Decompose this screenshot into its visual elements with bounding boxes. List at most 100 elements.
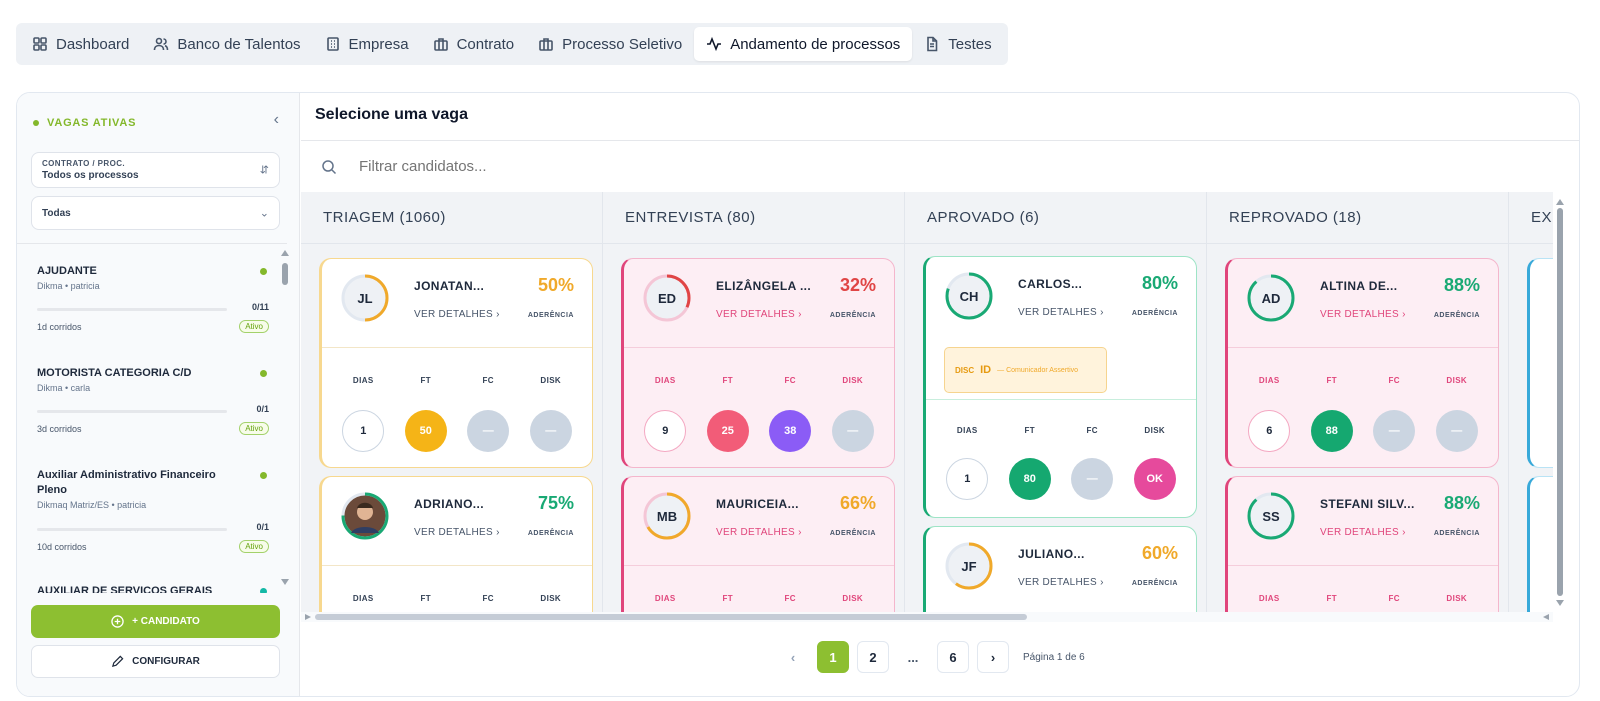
candidate-card[interactable]: CH CARLOS... VER DETALHES › 80% ADERÊNCI… [923, 256, 1197, 518]
page-info: Página 1 de 6 [1023, 651, 1085, 663]
view-details-link[interactable]: VER DETALHES › [1320, 309, 1406, 320]
board-horizontal-scrollbar[interactable] [301, 612, 1553, 622]
search-input[interactable] [359, 158, 959, 175]
sidebar-title: VAGAS ATIVAS [47, 117, 137, 129]
contract-filter-select[interactable]: CONTRATO / PROC. Todos os processos ⇵ [31, 152, 280, 188]
chevron-updown-icon: ⇵ [259, 164, 269, 177]
vaga-days: 3d corridos [37, 424, 82, 434]
candidate-card[interactable]: MB MAURICEIA... VER DETALHES › 66% ADERÊ… [621, 476, 895, 612]
board-vertical-scrollbar[interactable] [1555, 192, 1565, 612]
page-button[interactable]: 2 [857, 641, 889, 673]
candidate-initials: ED [657, 290, 677, 306]
metric-label: FT [1326, 376, 1338, 385]
disc-text: — Comunicador Assertivo [997, 366, 1079, 374]
collapse-sidebar-button[interactable]: ‹ [274, 111, 279, 129]
avatar [340, 491, 390, 541]
chevron-left-icon: ‹ [790, 649, 796, 665]
contract-filter-label: CONTRATO / PROC. [42, 159, 125, 168]
sidebar-scrollbar[interactable] [280, 243, 290, 593]
candidate-card[interactable] [1527, 258, 1553, 468]
adherence-percent: 32% [839, 275, 876, 295]
tab-dashboard[interactable]: Dashboard [20, 27, 141, 61]
status-badge: Ativo [239, 422, 269, 435]
candidate-card[interactable]: ED ELIZÂNGELA ... VER DETALHES › 32% ADE… [621, 258, 895, 468]
column-entrevista: ENTREVISTA (80) ED ELIZÂNGELA ... VER DE… [603, 192, 905, 612]
page-button[interactable]: 1 [817, 641, 849, 673]
candidate-card[interactable] [1527, 476, 1553, 612]
metric-label: FT [420, 594, 432, 603]
vaga-item[interactable]: AJUDANTE Dikma • patricia 0/11 1d corrid… [37, 264, 269, 333]
candidate-initials: JL [357, 290, 373, 306]
next-page-button[interactable]: › [977, 641, 1009, 673]
prev-page-button[interactable]: ‹ [777, 641, 809, 673]
adherence-ring: ED [642, 273, 692, 323]
view-details-link[interactable]: VER DETALHES › [716, 527, 802, 538]
vaga-title: AJUDANTE [37, 265, 97, 277]
tab-contrato[interactable]: Contrato [421, 27, 527, 61]
view-details-link[interactable]: VER DETALHES › [1320, 527, 1406, 538]
chevron-right-icon: › [990, 649, 996, 665]
users-icon [154, 37, 169, 51]
metric-label: FC [784, 594, 796, 603]
view-details-link[interactable]: VER DETALHES › [1018, 577, 1104, 588]
view-details-link[interactable]: VER DETALHES › [414, 527, 500, 538]
metric-label: DISK [842, 376, 864, 385]
adherence-label: ADERÊNCIA [527, 312, 574, 319]
process-panel: VAGAS ATIVAS ‹ CONTRATO / PROC. Todos os… [16, 92, 1580, 697]
chevron-left-icon: ‹ [273, 111, 279, 128]
page-button[interactable]: 6 [937, 641, 969, 673]
view-details-link[interactable]: VER DETALHES › [414, 309, 500, 320]
candidate-name: MAURICEIA... [716, 497, 799, 511]
vaga-title: AUXILIAR DE SERVIÇOS GERAIS [37, 585, 213, 593]
vaga-item[interactable]: Auxiliar Administrativo Financeiro Pleno… [37, 468, 269, 553]
kanban-board: TRIAGEM (1060) JL JONATAN... VER DETALHE… [301, 192, 1553, 612]
metric-label: FT [1024, 426, 1036, 435]
progress-bar [37, 528, 227, 531]
tab-label: Banco de Talentos [177, 35, 301, 53]
contract-filter-value: Todos os processos [42, 170, 139, 181]
adherence-label: ADERÊNCIA [829, 312, 876, 319]
tab-andamento-de-processos[interactable]: Andamento de processos [694, 27, 913, 61]
metric-label: DISK [540, 376, 562, 385]
metric-label: DISK [1446, 594, 1468, 603]
add-candidate-button[interactable]: + CANDIDATO [31, 605, 280, 638]
chevron-down-icon: ⌄ [259, 207, 269, 220]
page-title: Selecione uma vaga [315, 106, 468, 123]
candidate-card[interactable]: AD ALTINA DE... VER DETALHES › 88% ADERÊ… [1225, 258, 1499, 468]
adherence-label: ADERÊNCIA [829, 530, 876, 537]
tab-banco-de-talentos[interactable]: Banco de Talentos [141, 27, 312, 61]
vaga-subtitle: Dikma • carla [37, 383, 91, 393]
view-details-link[interactable]: VER DETALHES › [1018, 307, 1104, 318]
view-details-link[interactable]: VER DETALHES › [716, 309, 802, 320]
status-badge: Ativo [239, 540, 269, 553]
adherence-ring: AD [1246, 273, 1296, 323]
vaga-item[interactable]: AUXILIAR DE SERVIÇOS GERAIS [37, 584, 267, 593]
tab-label: Dashboard [56, 35, 130, 53]
candidate-card[interactable]: JF JULIANO... VER DETALHES › 60% ADERÊNC… [923, 526, 1197, 612]
vaga-count: 0/1 [256, 404, 269, 414]
metric-label: DIAS [654, 594, 676, 603]
candidate-card[interactable]: SS STEFANI SILV... VER DETALHES › 88% AD… [1225, 476, 1499, 612]
candidate-card[interactable]: JL JONATAN... VER DETALHES › 50% ADERÊNC… [319, 258, 593, 468]
metric-label: DIAS [1258, 594, 1280, 603]
candidate-card[interactable]: ADRIANO... VER DETALHES › 75% ADERÊNCIA … [319, 476, 593, 612]
tab-empresa[interactable]: Empresa [313, 27, 421, 61]
metric-ft: 88 [1310, 410, 1353, 452]
configure-button[interactable]: CONFIGURAR [31, 645, 280, 678]
metric-ft: 80 [1008, 458, 1051, 500]
tab-testes[interactable]: Testes [912, 27, 1003, 61]
grid-icon [33, 37, 47, 51]
adherence-label: ADERÊNCIA [1433, 530, 1480, 537]
status-filter-select[interactable]: Todas ⌄ [31, 196, 280, 230]
adherence-ring: JL [340, 273, 390, 323]
tab-processo-seletivo[interactable]: Processo Seletivo [526, 27, 694, 61]
plus-circle-icon [111, 615, 124, 628]
vaga-item[interactable]: MOTORISTA CATEGORIA C/D Dikma • carla 0/… [37, 366, 269, 435]
metric-label: FT [722, 594, 734, 603]
adherence-ring: MB [642, 491, 692, 541]
metric-disk: — [1435, 410, 1478, 452]
adherence-label: ADERÊNCIA [1433, 312, 1480, 319]
pagination: ‹ 1 2 ... 6 › Página 1 de 6 [777, 641, 1085, 673]
candidate-initials: JF [961, 558, 977, 574]
column-title: EX [1509, 192, 1553, 244]
